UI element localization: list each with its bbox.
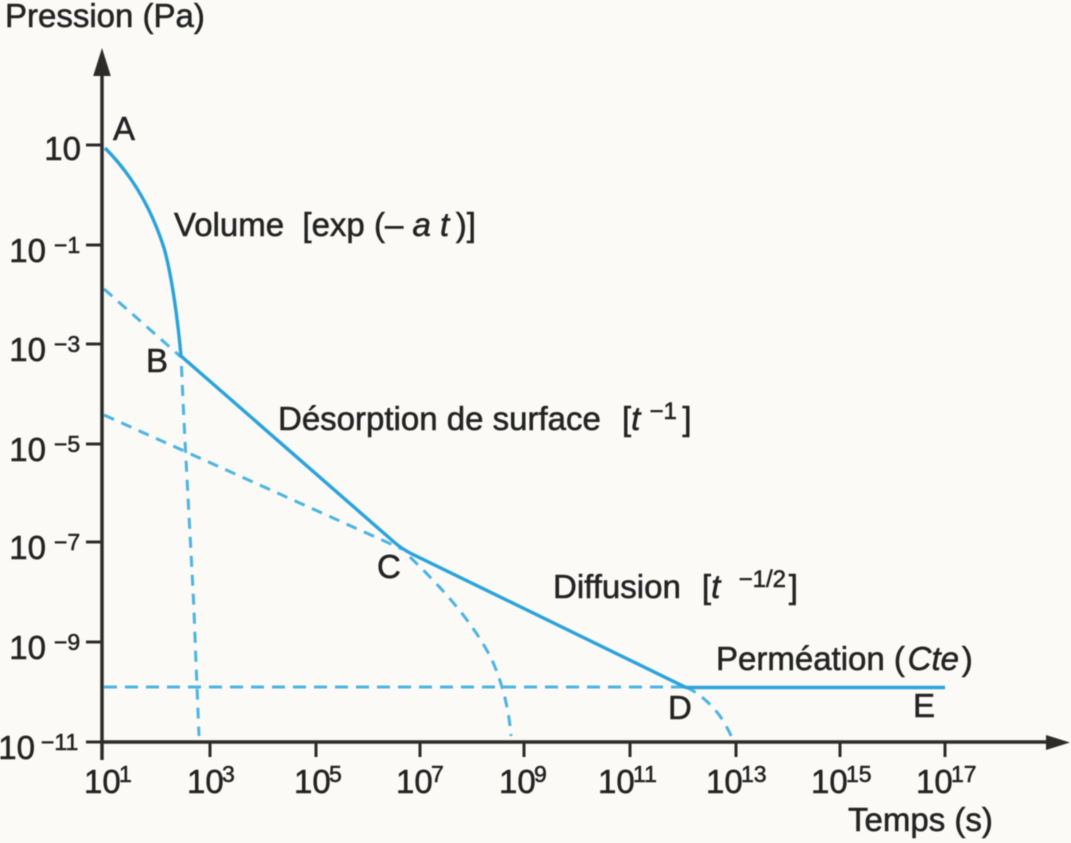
- svg-text:9: 9: [534, 761, 547, 787]
- svg-text:10: 10: [9, 529, 46, 566]
- svg-text:10: 10: [499, 763, 536, 800]
- svg-text:Perméation ( Cte ): Perméation ( Cte ): [716, 640, 973, 677]
- svg-text:10: 10: [9, 232, 46, 269]
- svg-text:−5: −5: [54, 431, 80, 457]
- svg-text:10: 10: [9, 331, 46, 368]
- svg-text:10: 10: [9, 629, 46, 666]
- svg-text:5: 5: [329, 761, 342, 787]
- svg-text:10: 10: [44, 130, 81, 167]
- svg-text:17: 17: [951, 761, 977, 787]
- svg-text:Désorption de surface [t −1: Désorption de surface [t −1 ]: [278, 398, 692, 437]
- svg-text:1: 1: [119, 761, 132, 787]
- svg-text:3: 3: [222, 761, 235, 787]
- svg-text:15: 15: [846, 761, 872, 787]
- svg-text:10: 10: [598, 763, 635, 800]
- svg-text:13: 13: [741, 761, 767, 787]
- svg-text:A: A: [113, 110, 135, 147]
- svg-text:−9: −9: [54, 629, 80, 655]
- svg-text:10: 10: [0, 729, 35, 766]
- svg-text:B: B: [146, 342, 168, 379]
- svg-text:10: 10: [84, 763, 121, 800]
- svg-text:−7: −7: [54, 529, 80, 555]
- svg-text:Pression (Pa): Pression (Pa): [5, 0, 205, 34]
- svg-text:−11: −11: [41, 729, 78, 755]
- svg-text:10: 10: [396, 763, 433, 800]
- svg-text:11: 11: [633, 761, 657, 787]
- svg-text:10: 10: [294, 763, 331, 800]
- svg-text:Volume [exp (– a t )]: Volume [exp (– a t )]: [174, 206, 476, 243]
- svg-text:10: 10: [706, 763, 743, 800]
- svg-text:E: E: [913, 687, 935, 724]
- svg-text:10: 10: [9, 431, 46, 468]
- svg-text:10: 10: [187, 763, 224, 800]
- svg-text:Temps (s): Temps (s): [848, 801, 993, 838]
- svg-text:10: 10: [811, 763, 848, 800]
- svg-text:−1: −1: [54, 232, 80, 258]
- svg-text:7: 7: [431, 761, 444, 787]
- svg-text:C: C: [377, 548, 401, 585]
- svg-text:−3: −3: [54, 331, 80, 357]
- svg-text:10: 10: [916, 763, 953, 800]
- svg-text:D: D: [668, 689, 692, 726]
